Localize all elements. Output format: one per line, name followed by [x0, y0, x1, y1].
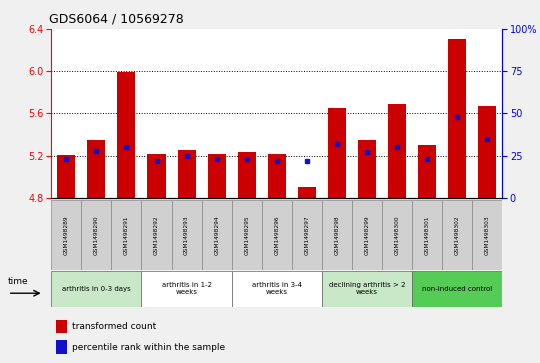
- Text: GSM1498294: GSM1498294: [214, 215, 219, 255]
- Text: GSM1498297: GSM1498297: [305, 215, 309, 255]
- Text: GSM1498299: GSM1498299: [364, 215, 369, 255]
- Text: arthritis in 0-3 days: arthritis in 0-3 days: [62, 286, 131, 292]
- Text: GSM1498301: GSM1498301: [424, 215, 429, 255]
- Text: GSM1498293: GSM1498293: [184, 215, 189, 255]
- Bar: [51, 271, 141, 307]
- Bar: [412, 200, 442, 270]
- Text: GDS6064 / 10569278: GDS6064 / 10569278: [49, 13, 184, 26]
- Bar: [87, 140, 105, 198]
- Text: GSM1498300: GSM1498300: [395, 215, 400, 255]
- Text: GSM1498295: GSM1498295: [244, 215, 249, 255]
- Text: GSM1498291: GSM1498291: [124, 215, 129, 255]
- Bar: [472, 200, 502, 270]
- Text: declining arthritis > 2
weeks: declining arthritis > 2 weeks: [329, 282, 405, 295]
- Bar: [388, 104, 406, 198]
- Bar: [232, 271, 322, 307]
- Bar: [56, 340, 67, 354]
- Bar: [298, 187, 316, 198]
- Bar: [382, 200, 412, 270]
- Bar: [57, 155, 76, 198]
- Text: GSM1498298: GSM1498298: [334, 215, 339, 255]
- Text: GSM1498303: GSM1498303: [485, 215, 490, 255]
- Bar: [141, 200, 172, 270]
- Bar: [56, 320, 67, 333]
- Text: GSM1498292: GSM1498292: [154, 215, 159, 255]
- Bar: [141, 271, 232, 307]
- Bar: [232, 200, 262, 270]
- Bar: [352, 200, 382, 270]
- Text: non-induced control: non-induced control: [422, 286, 492, 292]
- Bar: [268, 154, 286, 198]
- Bar: [51, 200, 82, 270]
- Text: GSM1498290: GSM1498290: [94, 215, 99, 255]
- Text: arthritis in 1-2
weeks: arthritis in 1-2 weeks: [161, 282, 212, 295]
- Bar: [82, 200, 111, 270]
- Bar: [322, 200, 352, 270]
- Text: GSM1498296: GSM1498296: [274, 215, 279, 255]
- Text: arthritis in 3-4
weeks: arthritis in 3-4 weeks: [252, 282, 302, 295]
- Bar: [117, 72, 136, 198]
- Bar: [448, 38, 466, 198]
- Bar: [442, 200, 472, 270]
- Text: GSM1498302: GSM1498302: [455, 215, 460, 255]
- Bar: [478, 106, 496, 198]
- Text: percentile rank within the sample: percentile rank within the sample: [72, 343, 225, 352]
- Bar: [207, 154, 226, 198]
- Bar: [147, 154, 166, 198]
- Bar: [292, 200, 322, 270]
- Bar: [418, 145, 436, 198]
- Bar: [262, 200, 292, 270]
- Text: time: time: [8, 277, 28, 286]
- Bar: [358, 140, 376, 198]
- Bar: [328, 108, 346, 198]
- Bar: [178, 150, 195, 198]
- Bar: [322, 271, 412, 307]
- Bar: [172, 200, 201, 270]
- Bar: [111, 200, 141, 270]
- Text: transformed count: transformed count: [72, 322, 156, 331]
- Text: GSM1498289: GSM1498289: [64, 215, 69, 255]
- Bar: [238, 152, 256, 198]
- Bar: [201, 200, 232, 270]
- Bar: [412, 271, 502, 307]
